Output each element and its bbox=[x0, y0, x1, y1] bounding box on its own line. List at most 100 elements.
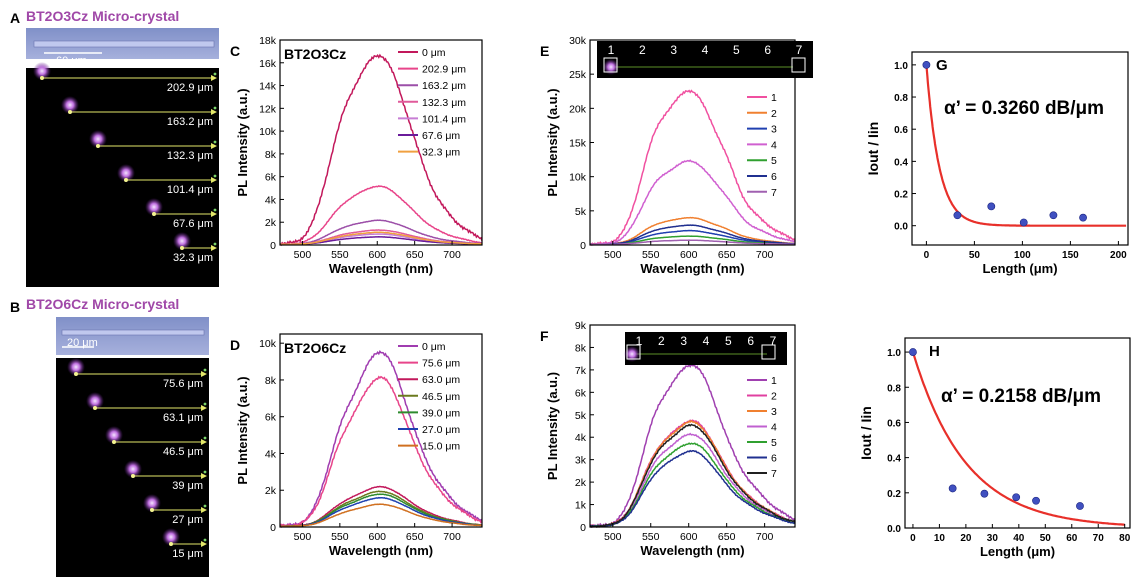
y-tick-label: 4k bbox=[575, 432, 587, 444]
series-line-7 bbox=[589, 423, 796, 529]
end-tip bbox=[203, 470, 207, 474]
legend-label: 2 bbox=[771, 391, 777, 403]
distance-label: 63.1 μm bbox=[163, 412, 203, 424]
y-tick-label: 5k bbox=[575, 410, 587, 422]
x-tick-label: 600 bbox=[368, 249, 386, 261]
data-point bbox=[1019, 218, 1028, 227]
inset-image-F: 1 2 3 4 5 6 7 bbox=[624, 332, 787, 365]
inset-number: 7 bbox=[770, 334, 777, 348]
x-tick-label: 100 bbox=[1014, 250, 1031, 261]
data-point bbox=[1049, 211, 1058, 220]
spot-marker bbox=[112, 440, 116, 444]
end-tip bbox=[203, 436, 207, 440]
x-tick-label: 600 bbox=[680, 531, 698, 543]
y-tick-label: 3k bbox=[575, 455, 587, 467]
y-tick-label: 6k bbox=[575, 387, 587, 399]
y-tick-label: 6k bbox=[265, 412, 277, 424]
y-tick-label: 5k bbox=[575, 206, 587, 218]
inset-number: 1 bbox=[636, 334, 643, 348]
y-tick-label: 0.2 bbox=[894, 190, 908, 201]
attenuation-annotation: α’ = 0.3260 dB/μm bbox=[944, 98, 1104, 119]
distance-arrow-head bbox=[201, 439, 207, 445]
data-point bbox=[948, 484, 957, 493]
series-line-7 bbox=[279, 231, 483, 246]
series-line-6 bbox=[279, 496, 483, 528]
y-tick-label: 0.4 bbox=[887, 454, 901, 465]
panel-letter: H bbox=[929, 343, 940, 360]
chart-H: 0 10 20 30 40 50 60 70 80 0.0 0.2 0.4 0.6 0.8 1.0 Lengt… bbox=[858, 337, 1131, 559]
chart-E: 500 550 600 650 700 0 5k 10k 15k 20k 25k 30k Wavelen… bbox=[540, 35, 796, 276]
chart-F: 500 550 600 650 700 0 1k 2k 3k 4k 5k 6k 7k 8k 9k Wavele… bbox=[540, 320, 796, 558]
legend-label: 63.0 μm bbox=[422, 374, 460, 386]
y-tick-label: 0.4 bbox=[894, 157, 908, 168]
legend-label: 101.4 μm bbox=[422, 113, 466, 125]
data-point bbox=[1032, 496, 1040, 505]
y-axis-label: Iout / Iin bbox=[858, 406, 874, 460]
y-tick-label: 9k bbox=[575, 320, 587, 332]
inset-box-2 bbox=[761, 344, 776, 360]
y-tick-label: 18k bbox=[259, 35, 277, 47]
inset-number: 7 bbox=[796, 43, 803, 57]
y-tick-label: 15k bbox=[569, 138, 587, 150]
x-tick-label: 60 bbox=[1066, 533, 1078, 544]
legend-label: 32.3 μm bbox=[422, 147, 460, 159]
end-tip bbox=[213, 208, 217, 212]
legend-label: 39.0 μm bbox=[422, 407, 460, 419]
y-tick-label: 6k bbox=[265, 172, 277, 184]
y-tick-label: 4k bbox=[265, 448, 277, 460]
end-tip bbox=[203, 538, 207, 542]
distance-label: 46.5 μm bbox=[163, 446, 203, 458]
x-tick-label: 650 bbox=[406, 531, 424, 543]
y-tick-label: 1.0 bbox=[894, 61, 908, 72]
x-tick-label: 550 bbox=[642, 531, 660, 543]
x-tick-label: 50 bbox=[1040, 533, 1052, 544]
y-tick-label: 0 bbox=[580, 522, 586, 534]
y-tick-label: 10k bbox=[259, 126, 277, 138]
y-tick-label: 0.6 bbox=[894, 125, 908, 136]
end-tip bbox=[203, 402, 207, 406]
y-axis-label: PL Intensity (a.u.) bbox=[235, 88, 250, 196]
legend-label: 163.2 μm bbox=[422, 80, 466, 92]
distance-label: 32.3 μm bbox=[173, 252, 213, 264]
y-tick-label: 2k bbox=[265, 485, 277, 497]
legend-label: 7 bbox=[771, 187, 777, 199]
series-line-5 bbox=[589, 442, 796, 528]
y-tick-label: 0.8 bbox=[887, 383, 901, 394]
chart-panels: 500 550 600 650 70002k4k6k8k10k12k14k16k18kW… bbox=[230, 35, 1131, 559]
x-axis-label: Wavelength (nm) bbox=[640, 543, 744, 558]
distance-label: 132.3 μm bbox=[167, 150, 213, 162]
y-tick-label: 0.0 bbox=[887, 524, 901, 535]
data-point bbox=[1079, 213, 1087, 222]
glow-spot bbox=[105, 426, 123, 444]
panel-letter: D bbox=[230, 337, 240, 353]
inset-background bbox=[597, 41, 813, 78]
y-axis-label: Iout / Iin bbox=[865, 122, 881, 176]
distance-label: 163.2 μm bbox=[167, 116, 213, 128]
spot-marker bbox=[150, 508, 154, 512]
y-axis-label: PL Intensity (a.u.) bbox=[235, 376, 250, 484]
x-tick-label: 700 bbox=[756, 531, 774, 543]
distance-label: 101.4 μm bbox=[167, 184, 213, 196]
series-line-7 bbox=[279, 503, 483, 528]
inset-glow bbox=[603, 59, 619, 75]
data-point bbox=[980, 489, 989, 498]
plot-frame bbox=[279, 333, 483, 528]
end-tip bbox=[213, 72, 217, 76]
x-axis-label: Length (μm) bbox=[980, 544, 1055, 559]
spot-marker bbox=[180, 246, 184, 250]
y-tick-label: 2k bbox=[265, 217, 277, 229]
spot-marker bbox=[169, 542, 173, 546]
glow-spot bbox=[124, 460, 142, 478]
inset-number: 5 bbox=[733, 43, 740, 57]
panel-letter-A: A bbox=[10, 10, 20, 26]
excitation-spots-B: 75.6 μm 63.1 μm 46.5 μm 39 μm 27 μm 15 μm bbox=[67, 358, 207, 560]
glow-spot bbox=[162, 528, 180, 546]
distance-label: 27 μm bbox=[172, 514, 203, 526]
glow-spot bbox=[86, 392, 104, 410]
y-tick-label: 0.2 bbox=[887, 489, 901, 500]
inset-number: 3 bbox=[670, 43, 677, 57]
attenuation-annotation: α’ = 0.2158 dB/μm bbox=[941, 386, 1101, 407]
y-axis-label: PL Intensity (a.u.) bbox=[545, 372, 560, 480]
legend-label: 4 bbox=[771, 422, 777, 434]
